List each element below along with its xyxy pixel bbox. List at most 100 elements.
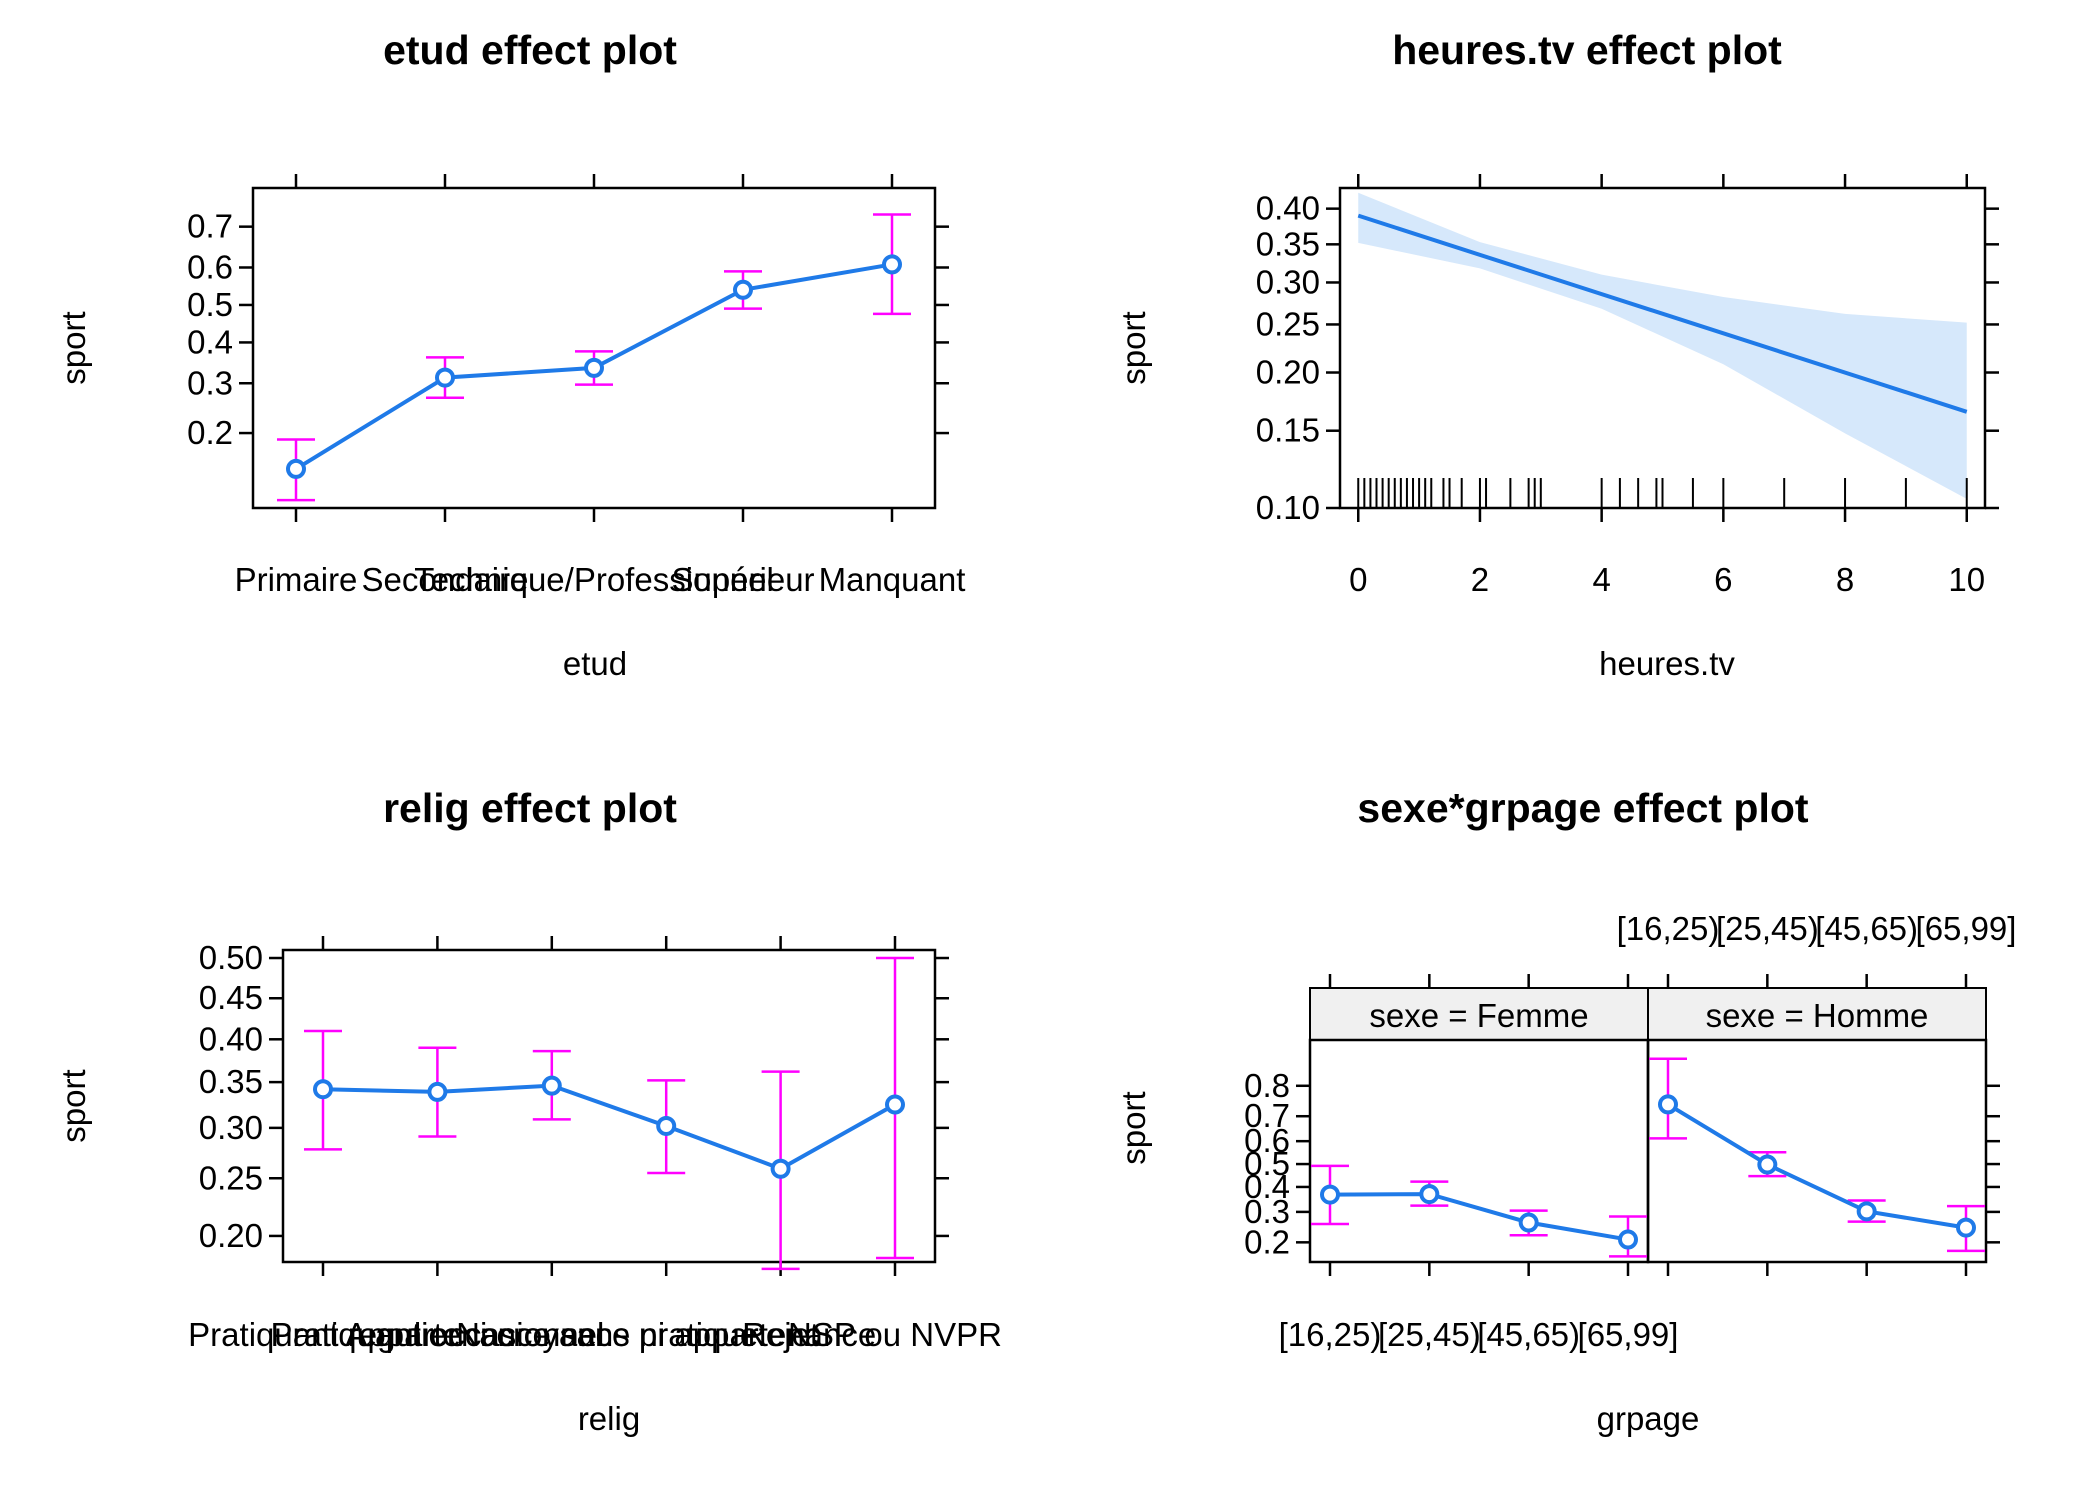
y-tick-label: 0.3 (1244, 1193, 1290, 1230)
y-tick-label: 0.6 (187, 248, 233, 285)
y-tick-label: 0.5 (1244, 1145, 1290, 1182)
effect-point (885, 1094, 905, 1115)
plot-frame (1338, 186, 1987, 510)
x-tick-label-top: [25,45) (1716, 910, 1819, 947)
x-axis-title: relig (578, 1400, 640, 1437)
y-tick-label: 0.40 (199, 1020, 263, 1057)
x-tick-label: Appartenance sans pratique (345, 1316, 758, 1353)
y-tick-label: 0.10 (1256, 489, 1320, 526)
y-tick-label: 0.2 (187, 414, 233, 451)
plot-frame (251, 186, 937, 510)
x-tick-label: 8 (1836, 561, 1854, 598)
effect-point (1956, 1217, 1976, 1238)
x-axis-title: grpage (1597, 1400, 1700, 1437)
effect-point (882, 254, 902, 275)
strip-homme (1647, 987, 1987, 1041)
effect-point (1320, 1184, 1340, 1205)
y-axis-title: sport (1115, 1091, 1152, 1164)
y-tick-label: 0.4 (187, 323, 233, 360)
chart-title: relig effect plot (383, 785, 677, 831)
y-tick-label: 0.35 (199, 1063, 263, 1100)
y-tick-label: 0.5 (187, 286, 233, 323)
plot-frame (281, 948, 937, 1264)
y-tick-label: 0.30 (1256, 263, 1320, 300)
effect-point (656, 1115, 677, 1136)
effect-line (322, 1083, 896, 1171)
x-tick-label: 6 (1714, 561, 1732, 598)
effect-line (1666, 1102, 1967, 1230)
y-tick-label: 0.20 (1256, 354, 1320, 391)
effect-line (1357, 213, 1968, 414)
effect-line (1329, 1192, 1629, 1242)
effect-point (541, 1075, 562, 1096)
x-axis-title: heures.tv (1599, 645, 1735, 682)
chart-title: sexe*grpage effect plot (1357, 785, 1808, 831)
strip-label-homme: sexe = Homme (1706, 997, 1929, 1034)
x-tick-label: 0 (1349, 561, 1367, 598)
x-tick-label: [45,65) (1477, 1316, 1580, 1353)
plot-frame-femme (1308, 1038, 1650, 1264)
effect-point (286, 458, 306, 479)
x-tick-label: 10 (1948, 561, 1985, 598)
panel-heures-tv: heures.tv effect plot sport heures.tv 0.… (1115, 27, 1999, 682)
strip-femme (1309, 987, 1649, 1041)
effect-point (435, 367, 455, 388)
x-tick-label: [65,99] (1578, 1316, 1679, 1353)
y-tick-label: 0.8 (1244, 1067, 1290, 1104)
x-tick-label-top: [45,65) (1815, 910, 1918, 947)
x-tick-label: Pratiquant regulier (188, 1316, 458, 1353)
y-tick-label: 0.7 (1244, 1097, 1290, 1134)
x-tick-label: Technique/Professionnel (414, 561, 774, 598)
y-axis-title: sport (55, 1069, 92, 1142)
x-tick-label: Primaire (235, 561, 358, 598)
effect-point (313, 1079, 333, 1100)
y-tick-label: 0.40 (1256, 190, 1320, 227)
y-tick-label: 0.2 (1244, 1223, 1290, 1260)
y-axis-title: sport (1115, 311, 1152, 384)
x-tick-label: 4 (1592, 561, 1610, 598)
y-tick-label: 0.30 (199, 1109, 263, 1146)
y-tick-label: 0.35 (1256, 225, 1320, 262)
effect-point (427, 1081, 448, 1102)
x-tick-label-top: [65,99] (1916, 910, 2017, 947)
x-tick-label: [16,25) (1279, 1316, 1382, 1353)
x-tick-label: NSP ou NVPR (788, 1316, 1002, 1353)
y-tick-label: 0.20 (199, 1217, 263, 1254)
y-tick-label: 0.50 (199, 939, 263, 976)
effect-point (1518, 1212, 1539, 1233)
effect-point (733, 279, 753, 300)
panel-relig: relig effect plot sport relig 0.20 0.25 0.… (55, 785, 1002, 1437)
y-axis-title: sport (55, 311, 92, 384)
effect-point (1658, 1094, 1678, 1115)
panel-sexe-grpage: sexe*grpage effect plot sport grpage sex… (1115, 785, 2016, 1437)
chart-title: heures.tv effect plot (1392, 27, 1782, 73)
x-tick-label: Secondaire (362, 561, 529, 598)
plot-frame-homme (1646, 1038, 1988, 1264)
effect-point (770, 1158, 791, 1179)
effect-point (1419, 1184, 1440, 1205)
x-axis-title: etud (563, 645, 627, 682)
confidence-band (1358, 192, 1967, 499)
strip-label-femme: sexe = Femme (1369, 997, 1588, 1034)
x-tick-label: Supérieur (671, 561, 814, 598)
x-tick-label: Rejet (742, 1316, 819, 1353)
y-tick-label: 0.15 (1256, 412, 1320, 449)
effect-point (1618, 1229, 1638, 1250)
chart-title: etud effect plot (383, 27, 677, 73)
panel-etud: etud effect plot sport etud 0.2 0.3 0.40.5… (55, 27, 965, 682)
x-tick-label: Ni croyance ni appartenance (456, 1316, 876, 1353)
y-tick-label: 0.25 (1256, 305, 1320, 342)
y-tick-label: 0.7 (187, 208, 233, 245)
y-tick-label: 0.45 (199, 979, 263, 1016)
x-tick-label-top: [16,25) (1617, 910, 1720, 947)
effect-point (584, 357, 604, 378)
x-tick-label: 2 (1471, 561, 1489, 598)
y-tick-label: 0.6 (1244, 1122, 1290, 1159)
effect-point (1856, 1201, 1877, 1222)
x-tick-label: Pratiquant occasionnel (270, 1316, 604, 1353)
x-tick-label: Manquant (819, 561, 966, 598)
y-tick-label: 0.4 (1244, 1168, 1290, 1205)
effect-point (1757, 1154, 1778, 1175)
